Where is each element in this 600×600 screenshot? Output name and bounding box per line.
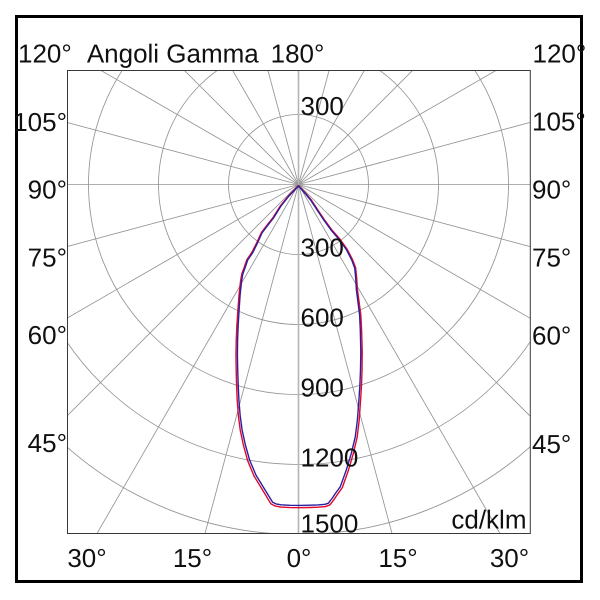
svg-text:60°: 60° xyxy=(28,320,67,350)
svg-text:105°: 105° xyxy=(13,107,67,137)
svg-text:0°: 0° xyxy=(287,543,312,573)
svg-text:120°: 120° xyxy=(533,39,587,69)
svg-text:105°: 105° xyxy=(532,107,586,137)
svg-text:Angoli Gamma: Angoli Gamma xyxy=(87,39,259,69)
svg-text:120°: 120° xyxy=(18,39,72,69)
svg-text:90°: 90° xyxy=(28,174,67,204)
svg-text:180°: 180° xyxy=(271,39,325,69)
svg-text:45°: 45° xyxy=(532,429,571,459)
svg-text:15°: 15° xyxy=(378,543,417,573)
svg-text:90°: 90° xyxy=(532,174,571,204)
svg-text:1500: 1500 xyxy=(301,509,359,539)
svg-text:300: 300 xyxy=(301,91,344,121)
svg-text:45°: 45° xyxy=(28,428,67,458)
svg-text:75°: 75° xyxy=(532,242,571,272)
svg-text:15°: 15° xyxy=(173,543,212,573)
svg-text:cd/klm: cd/klm xyxy=(451,505,526,535)
svg-text:30°: 30° xyxy=(67,543,106,573)
svg-text:60°: 60° xyxy=(532,321,571,351)
svg-text:30°: 30° xyxy=(490,543,529,573)
svg-text:300: 300 xyxy=(301,233,344,263)
svg-text:600: 600 xyxy=(301,303,344,333)
svg-text:1200: 1200 xyxy=(301,443,359,473)
svg-text:75°: 75° xyxy=(28,242,67,272)
svg-text:900: 900 xyxy=(301,373,344,403)
